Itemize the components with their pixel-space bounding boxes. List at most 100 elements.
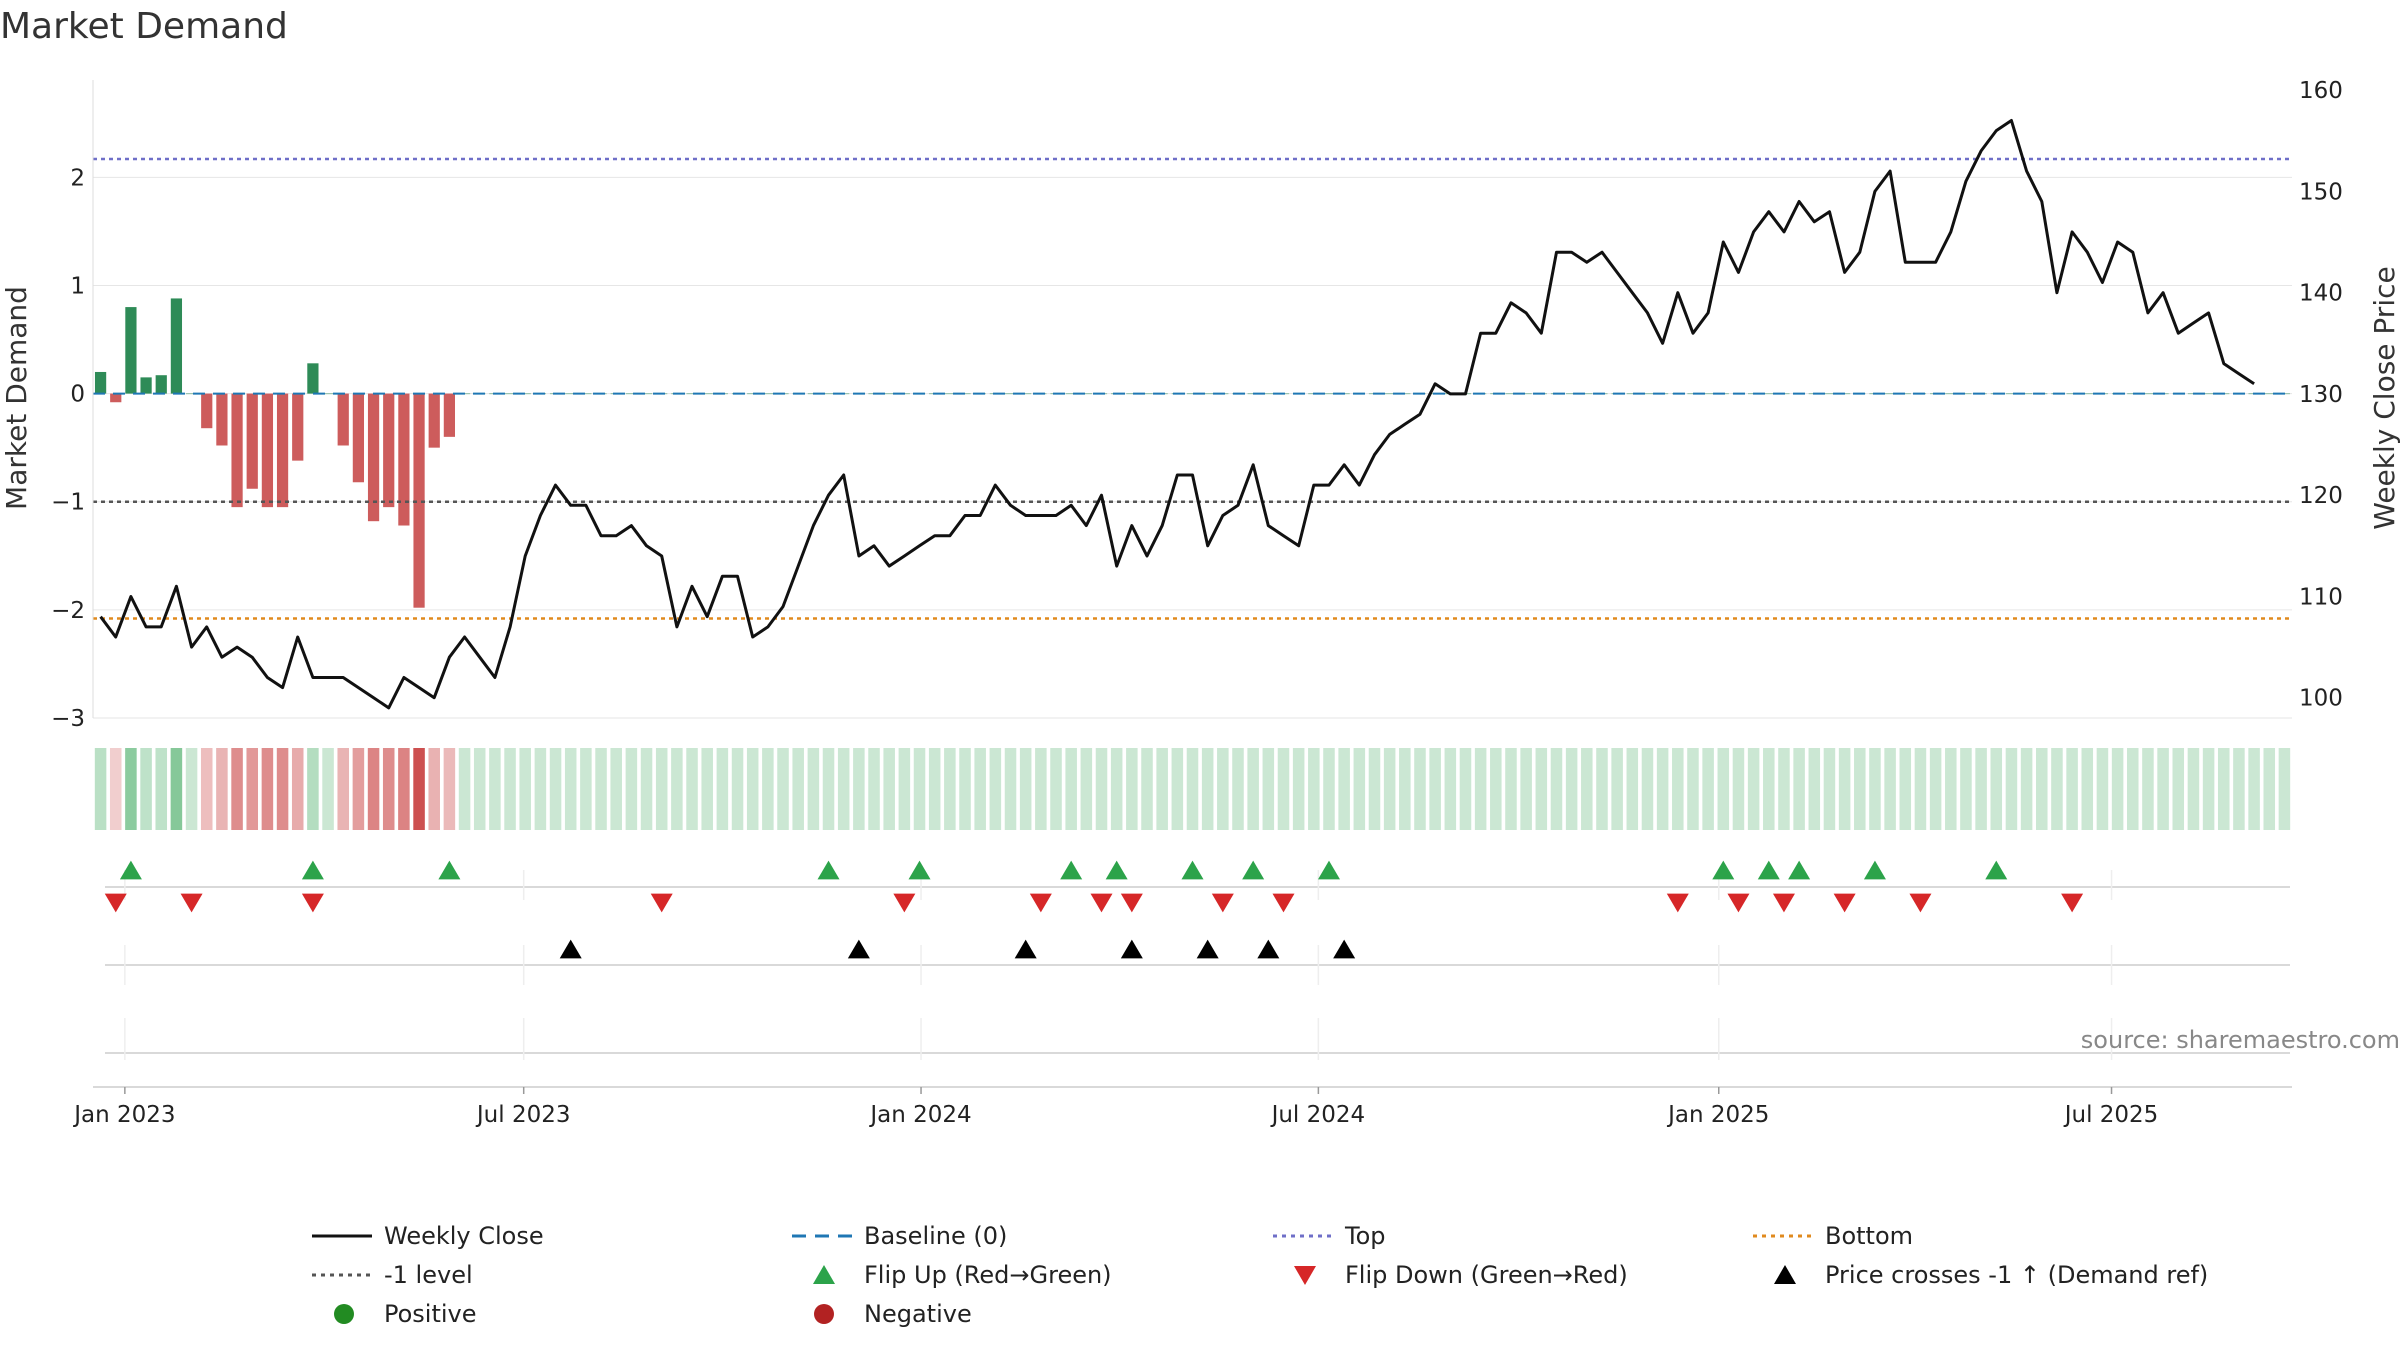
heat-cell bbox=[1414, 748, 1426, 830]
heat-cell bbox=[1732, 748, 1745, 830]
demand-bar bbox=[413, 393, 425, 608]
heat-cell bbox=[1717, 748, 1730, 830]
heat-cell bbox=[1156, 748, 1168, 830]
flip-down-marker bbox=[104, 893, 127, 913]
heat-cell bbox=[837, 748, 850, 830]
heat-cell bbox=[564, 748, 577, 830]
heat-cell bbox=[1914, 748, 1927, 830]
y-tick-label: −1 bbox=[51, 490, 85, 516]
flip-up-marker bbox=[119, 860, 142, 880]
flip-down-marker bbox=[1029, 893, 1052, 913]
heat-cell bbox=[1110, 748, 1123, 830]
demand-bar bbox=[155, 375, 167, 394]
heat-cell bbox=[671, 748, 683, 830]
heat-cell bbox=[473, 748, 486, 830]
y2-tick-label: 140 bbox=[2299, 281, 2343, 307]
heat-cell bbox=[716, 748, 729, 830]
flip-down-marker bbox=[1833, 893, 1856, 913]
flip-up-marker bbox=[1105, 860, 1128, 880]
heat-cell bbox=[777, 748, 789, 830]
flip-up-marker bbox=[1863, 860, 1886, 880]
x-tick-label: Jan 2024 bbox=[868, 1102, 971, 1128]
demand-bar bbox=[762, 393, 774, 395]
heat-cell bbox=[1869, 748, 1881, 830]
heat-cell bbox=[731, 748, 744, 830]
heat-cell bbox=[1793, 748, 1805, 830]
heat-cell bbox=[959, 748, 971, 830]
heat-cell bbox=[1126, 748, 1138, 830]
y2-tick-label: 160 bbox=[2299, 78, 2343, 104]
heat-cell bbox=[1884, 748, 1896, 830]
heat-cell bbox=[1353, 748, 1366, 830]
heat-cell bbox=[2111, 748, 2124, 830]
demand-bar bbox=[216, 393, 228, 446]
y2-tick-label: 100 bbox=[2299, 686, 2343, 712]
heat-cell bbox=[2005, 748, 2018, 830]
y2-tick-label: 130 bbox=[2299, 382, 2343, 408]
price-cross-marker bbox=[1196, 939, 1219, 959]
heat-cell bbox=[928, 748, 941, 830]
heat-cell bbox=[1217, 748, 1229, 830]
y2-tick-label: 120 bbox=[2299, 483, 2343, 509]
heat-cell bbox=[276, 748, 289, 830]
legend-item: Negative bbox=[814, 1300, 972, 1328]
legend-label: Top bbox=[1344, 1222, 1386, 1250]
demand-bar bbox=[322, 393, 334, 395]
heat-cell bbox=[1899, 748, 1912, 830]
demand-bar bbox=[1884, 393, 1896, 395]
heat-cell bbox=[1838, 748, 1851, 830]
heat-cell bbox=[2066, 748, 2078, 830]
legend-label: Flip Up (Red→Green) bbox=[864, 1261, 1112, 1289]
heat-cell bbox=[1960, 748, 1972, 830]
heat-cell bbox=[1565, 748, 1578, 830]
heat-cell bbox=[1763, 748, 1775, 830]
heat-cell bbox=[398, 748, 410, 830]
legend-label: Baseline (0) bbox=[864, 1222, 1007, 1250]
heat-cell bbox=[504, 748, 516, 830]
demand-bar bbox=[94, 371, 107, 394]
heat-cell bbox=[898, 748, 911, 830]
demand-bar bbox=[1520, 393, 1532, 395]
heat-cell bbox=[1687, 748, 1699, 830]
heat-cell bbox=[1201, 748, 1214, 830]
legend-label: Positive bbox=[384, 1300, 477, 1328]
heat-cell bbox=[655, 748, 668, 830]
heat-cell bbox=[1808, 748, 1821, 830]
demand-bar bbox=[2081, 393, 2093, 395]
demand-bar bbox=[261, 393, 274, 508]
legend-swatch-triangle-up bbox=[1774, 1265, 1796, 1284]
demand-heat-strip bbox=[94, 748, 2291, 830]
x-tick-label: Jan 2025 bbox=[1666, 1102, 1769, 1128]
heat-cell bbox=[1080, 748, 1093, 830]
demand-bar bbox=[1899, 393, 1911, 395]
flip-up-marker bbox=[1788, 860, 1811, 880]
flip-down-marker bbox=[180, 893, 203, 913]
heat-cell bbox=[1975, 748, 1987, 830]
legend-item: Weekly Close bbox=[312, 1222, 544, 1250]
legend-label: -1 level bbox=[384, 1261, 473, 1289]
heat-cell bbox=[155, 748, 168, 830]
heat-cell bbox=[1383, 748, 1396, 830]
demand-bar bbox=[2020, 393, 2033, 395]
flip-down-marker bbox=[1272, 893, 1295, 913]
legend-swatch-circle bbox=[814, 1304, 834, 1324]
demand-bar bbox=[231, 393, 243, 508]
demand-bar bbox=[504, 393, 516, 395]
heat-cell bbox=[1050, 748, 1062, 830]
heat-cell bbox=[1611, 748, 1623, 830]
heat-cell bbox=[792, 748, 804, 830]
demand-bar bbox=[383, 393, 395, 508]
demand-bar bbox=[1626, 393, 1638, 395]
demand-bar bbox=[747, 393, 759, 395]
heat-cell bbox=[1277, 748, 1290, 830]
heat-cell bbox=[170, 748, 183, 830]
demand-bar bbox=[398, 393, 410, 526]
flip-up-marker bbox=[817, 860, 840, 880]
demand-bar bbox=[822, 393, 835, 395]
price-cross-marker bbox=[847, 939, 870, 959]
demand-bar bbox=[1945, 393, 1957, 395]
heat-cell bbox=[382, 748, 395, 830]
demand-bar bbox=[292, 393, 304, 461]
flip-up-marker bbox=[438, 860, 461, 880]
demand-bar bbox=[1687, 393, 1699, 395]
